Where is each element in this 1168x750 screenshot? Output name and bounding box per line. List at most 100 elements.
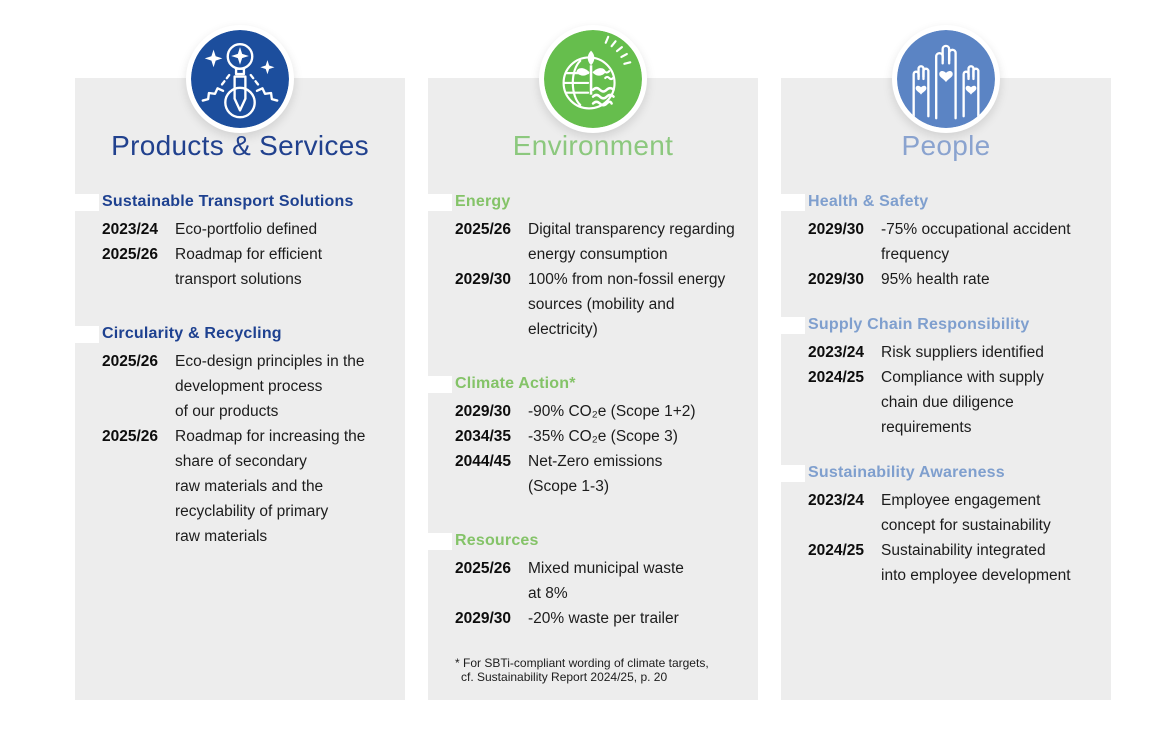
column-products-services: Sustainable Transport Solutions 2023/24 Ec… (75, 0, 405, 710)
milestone-text: Compliance with supply chain due diligenc… (881, 365, 1107, 440)
milestone-text-line: Net-Zero emissions (528, 453, 663, 470)
milestone-row: 2029/30 100% from non-fossil energy source… (455, 267, 754, 342)
milestone-text-line: share of secondary (175, 453, 307, 470)
milestone-text: -90% CO₂e (Scope 1+2) (528, 399, 754, 424)
section-heading: Resources (428, 532, 754, 550)
milestone-text: Roadmap for efficient transport solutions (175, 242, 401, 292)
section-heading-label: Energy (455, 193, 511, 210)
roadmap-section: Resources 2025/26 Mixed municipal waste at … (428, 532, 754, 631)
milestone-row: 2034/35 -35% CO₂e (Scope 3) (455, 424, 754, 449)
milestone-row: 2029/30 -90% CO₂e (Scope 1+2) (455, 399, 754, 424)
panel-products-services: Sustainable Transport Solutions 2023/24 Ec… (75, 78, 405, 700)
section-heading-label: Resources (455, 532, 539, 549)
milestone-row: 2025/26 Mixed municipal waste at 8% (455, 556, 754, 606)
milestone-text: Net-Zero emissions (Scope 1-3) (528, 449, 754, 499)
section-marker-tick (781, 194, 805, 211)
milestone-text-line: development process (175, 378, 323, 395)
milestone-text-line: Employee engagement (881, 492, 1041, 509)
milestone-text: -20% waste per trailer (528, 606, 754, 631)
milestone-row: 2025/26 Digital transparency regarding ene… (455, 217, 754, 267)
climate-targets-footnote: * For SBTi-compliant wording of climate … (455, 656, 709, 684)
roadmap-section: Climate Action* 2029/30 -90% CO₂e (Scope 1… (428, 375, 754, 499)
milestone-year: 2034/35 (455, 428, 512, 445)
milestone-text: Eco-portfolio defined (175, 217, 401, 242)
section-heading-label: Health & Safety (808, 193, 929, 210)
footnote-line: * For SBTi-compliant wording of climate … (455, 656, 709, 670)
milestone-year: 2029/30 (808, 221, 865, 238)
section-marker-tick (428, 533, 452, 550)
milestone-text-line: Risk suppliers identified (881, 344, 1044, 361)
milestone-text: Digital transparency regarding energy con… (528, 217, 754, 267)
footnote-line: cf. Sustainability Report 2024/25, p. 20 (461, 670, 668, 684)
milestone-text: Mixed municipal waste at 8% (528, 556, 754, 606)
section-heading-label: Supply Chain Responsibility (808, 316, 1030, 333)
roadmap-section: Energy 2025/26 Digital transparency regard… (428, 193, 754, 342)
column-icon-wrap (892, 25, 1000, 133)
milestone-text-line: (Scope 1-3) (528, 478, 609, 495)
milestone-row: 2025/26 Eco-design principles in the devel… (102, 349, 401, 424)
milestone-row: 2029/30 95% health rate (808, 267, 1107, 292)
milestone-text-line: requirements (881, 419, 972, 436)
section-marker-tick (75, 326, 99, 343)
roadmap-section: Sustainability Awareness 2023/24 Employee … (781, 464, 1107, 588)
milestone-text-line: 95% health rate (881, 271, 990, 288)
milestone-text-line: -35% CO₂e (Scope 3) (528, 428, 678, 445)
section-marker-tick (781, 317, 805, 334)
column-people: Health & Safety 2029/30 -75% occupational … (781, 0, 1111, 710)
milestone-text-line: of our products (175, 403, 279, 420)
section-heading: Health & Safety (781, 193, 1107, 211)
milestone-text-line: electricity) (528, 321, 598, 338)
milestone-year: 2025/26 (102, 353, 159, 370)
section-heading: Circularity & Recycling (75, 325, 401, 343)
milestone-text-line: Eco-design principles in the (175, 353, 365, 370)
roadmap-section: Supply Chain Responsibility 2023/24 Risk s… (781, 316, 1107, 440)
milestone-text-line: -20% waste per trailer (528, 610, 679, 627)
column-title: People (901, 130, 991, 161)
raised-hands-heart-icon (897, 30, 995, 128)
roadmap-section: Health & Safety 2029/30 -75% occupational … (781, 193, 1107, 292)
milestone-text-line: sources (mobility and (528, 296, 675, 313)
milestone-text: Risk suppliers identified (881, 340, 1107, 365)
milestone-year: 2023/24 (102, 221, 159, 238)
milestone-text-line: transport solutions (175, 271, 302, 288)
panel-environment: Energy 2025/26 Digital transparency regard… (428, 78, 758, 700)
section-marker-tick (75, 194, 99, 211)
section-heading: Supply Chain Responsibility (781, 316, 1107, 334)
milestone-row: 2044/45 Net-Zero emissions (Scope 1-3) (455, 449, 754, 499)
milestone-text-line: raw materials (175, 528, 268, 545)
column-environment: Energy 2025/26 Digital transparency regard… (428, 0, 758, 710)
column-icon-wrap (186, 25, 294, 133)
milestone-text-line: 100% from non-fossil energy (528, 271, 726, 288)
innovation-icon (191, 30, 289, 128)
milestone-text-line: -90% CO₂e (Scope 1+2) (528, 403, 696, 420)
milestone-text-line: Eco-portfolio defined (175, 221, 318, 238)
milestone-text-line: concept for sustainability (881, 517, 1051, 534)
milestone-year: 2024/25 (808, 542, 865, 559)
milestone-text-line: Mixed municipal waste (528, 560, 684, 577)
milestone-year: 2025/26 (455, 221, 512, 238)
section-heading: Climate Action* (428, 375, 754, 393)
sections-products-services: Sustainable Transport Solutions 2023/24 Ec… (75, 78, 405, 549)
sections-environment: Energy 2025/26 Digital transparency regard… (428, 78, 758, 631)
milestone-year: 2024/25 (808, 369, 865, 386)
milestone-row: 2025/26 Roadmap for increasing the share o… (102, 424, 401, 549)
milestone-year: 2025/26 (102, 246, 159, 263)
milestone-text-line: chain due diligence (881, 394, 1014, 411)
milestone-text-line: Sustainability integrated (881, 542, 1046, 559)
milestone-text-line: recyclability of primary (175, 503, 329, 520)
column-icon-wrap (539, 25, 647, 133)
milestone-text-line: -75% occupational accident (881, 221, 1071, 238)
milestone-row: 2024/25 Compliance with supply chain due d… (808, 365, 1107, 440)
milestone-text-line: Compliance with supply (881, 369, 1044, 386)
milestone-text: -75% occupational accident frequency (881, 217, 1107, 267)
section-heading: Sustainability Awareness (781, 464, 1107, 482)
section-heading-label: Sustainability Awareness (808, 464, 1005, 481)
milestone-text-line: raw materials and the (175, 478, 324, 495)
milestone-year: 2023/24 (808, 492, 865, 509)
milestone-text-line: Digital transparency regarding (528, 221, 735, 238)
roadmap-section: Sustainable Transport Solutions 2023/24 Ec… (75, 193, 401, 292)
section-heading: Energy (428, 193, 754, 211)
milestone-text-line: energy consumption (528, 246, 668, 263)
section-marker-tick (428, 194, 452, 211)
